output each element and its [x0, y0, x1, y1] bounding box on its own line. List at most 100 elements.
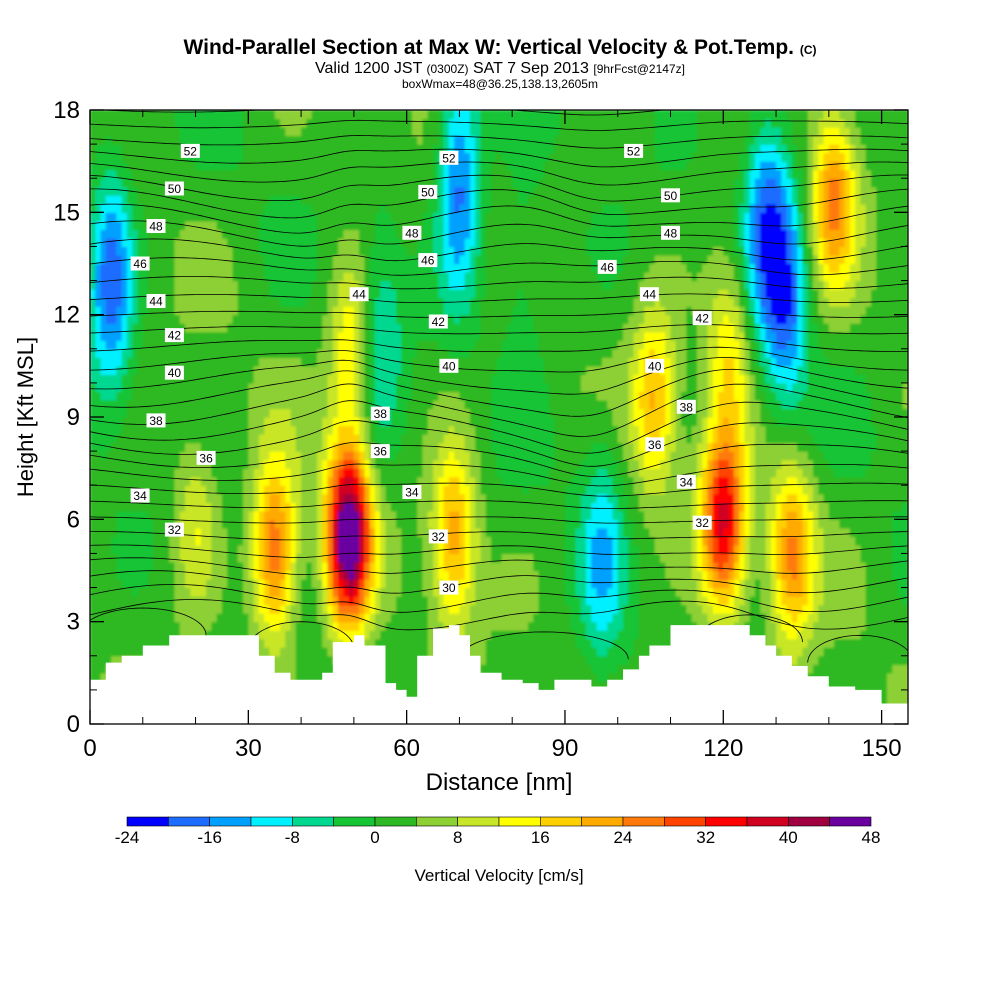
- colorbar-swatch: [622, 816, 665, 827]
- contour-label-box: [676, 474, 696, 489]
- contour-label-box: [661, 225, 680, 240]
- isentrope-line: [90, 463, 908, 487]
- contour-label: 44: [149, 295, 163, 309]
- contour-label-box: [370, 444, 390, 459]
- colorbar-swatch: [705, 816, 748, 827]
- contour-label: 30: [442, 581, 456, 595]
- contour-label-box: [645, 358, 665, 373]
- isentrope-line: [90, 324, 908, 335]
- isentrope-line: [95, 110, 667, 116]
- contour-label: 48: [149, 220, 163, 234]
- isentrope-line: [90, 148, 908, 168]
- y-tick-label: 0: [67, 711, 80, 738]
- chart-title-text: Wind-Parallel Section at Max W: Vertical…: [183, 36, 794, 59]
- y-tick-label: 12: [53, 302, 80, 329]
- contour-label: 34: [680, 475, 694, 489]
- isentrope-line: [90, 220, 908, 247]
- contour-label: 52: [184, 144, 198, 158]
- isentrope-line: [90, 557, 908, 575]
- contour-label: 44: [352, 288, 366, 302]
- colorbar-tick-label: 48: [862, 828, 881, 847]
- colorbar-swatch: [209, 816, 252, 827]
- valid-time-line: Valid 1200 JST (0300Z) SAT 7 Sep 2013 [9…: [0, 60, 1000, 78]
- contour-label: 40: [648, 359, 662, 373]
- colorbar-swatch: [292, 816, 334, 827]
- box-wmax-info: boxWmax=48@36.25,138.13,2605m: [402, 77, 598, 91]
- contour-label-box: [402, 485, 422, 499]
- contour-label-box: [146, 219, 166, 233]
- y-tick-label: 9: [67, 404, 80, 431]
- colorbar-tick-label: 24: [614, 828, 633, 847]
- contour-label: 40: [442, 359, 456, 373]
- colorbar-swatch: [746, 816, 789, 827]
- isentrope-line: [90, 570, 908, 594]
- valid-time-utc: (0300Z): [426, 62, 469, 76]
- x-tick-label: 30: [235, 735, 262, 762]
- terrain-shape: [90, 625, 908, 724]
- colorbar-tick-label: -16: [197, 828, 222, 847]
- y-tick-label: 18: [53, 97, 80, 124]
- isentrope-line: [90, 276, 908, 290]
- isentrope-line: [90, 336, 908, 352]
- vertical-velocity-field: [90, 110, 908, 724]
- contour-label-box: [439, 358, 459, 373]
- contour-label: 46: [133, 257, 147, 271]
- contour-label-box: [164, 365, 184, 380]
- contour-label-box: [146, 413, 166, 428]
- contour-label: 32: [168, 523, 182, 537]
- contour-label-box: [418, 184, 438, 199]
- contour-label-box: [146, 294, 166, 308]
- isentrope-line: [90, 544, 908, 558]
- contour-label-box: [164, 328, 184, 343]
- contour-label-box: [370, 406, 390, 421]
- contour-label-box: [164, 522, 184, 537]
- copyright-mark: (C): [799, 43, 817, 57]
- contour-label: 36: [199, 451, 213, 465]
- isentrope-line: [90, 531, 908, 541]
- contour-label: 34: [133, 489, 147, 503]
- colorbar-swatch: [788, 816, 830, 827]
- isentrope-line: [90, 441, 908, 478]
- contour-labels: 5250484644424038363432525048464442403836…: [130, 143, 712, 595]
- isentrope-line: [90, 368, 908, 417]
- valid-time-prefix: Valid 1200 JST: [315, 60, 423, 77]
- isentrope-line: [90, 174, 908, 202]
- valid-date: SAT 7 Sep 2013: [473, 60, 589, 77]
- colorbar-swatch: [416, 816, 458, 827]
- isentrope-loop: [459, 631, 629, 660]
- contour-label-box: [402, 225, 422, 240]
- potential-temperature-contours: [90, 85, 908, 663]
- contour-label-box: [349, 287, 369, 302]
- isentrope-line: [90, 188, 908, 219]
- contour-label-box: [624, 143, 644, 158]
- colorbar-tick-label: 16: [531, 828, 550, 847]
- y-tick-label: 15: [53, 199, 80, 226]
- x-tick-label: 0: [83, 735, 96, 762]
- contour-label: 42: [696, 312, 710, 326]
- isentrope-line: [90, 516, 908, 524]
- isentrope-line: [90, 583, 908, 613]
- contour-label: 46: [421, 254, 435, 268]
- contour-label: 50: [421, 185, 435, 199]
- contour-label: 52: [627, 144, 641, 158]
- contour-label-box: [418, 253, 438, 268]
- isentrope-line: [90, 346, 908, 373]
- contour-label-box: [180, 143, 200, 158]
- isentrope-loop: [90, 607, 207, 636]
- contour-label: 38: [680, 400, 694, 414]
- x-tick-label: 120: [703, 735, 743, 762]
- contour-label: 50: [168, 182, 182, 196]
- contour-label: 48: [664, 226, 678, 240]
- colorbar-swatch: [829, 816, 872, 827]
- isentrope-line: [90, 85, 908, 102]
- contour-label-box: [439, 580, 459, 595]
- colorbar-swatch: [540, 816, 582, 827]
- colorbar-swatch: [581, 816, 624, 827]
- isentrope-line: [90, 383, 908, 437]
- colorbar-swatch: [126, 816, 169, 827]
- colorbar: -24 -16 -8 0 8 16 24 32 40 48: [115, 816, 881, 847]
- isentrope-loop: [807, 634, 908, 663]
- colorbar-swatch: [498, 816, 541, 827]
- contour-label: 46: [601, 260, 615, 274]
